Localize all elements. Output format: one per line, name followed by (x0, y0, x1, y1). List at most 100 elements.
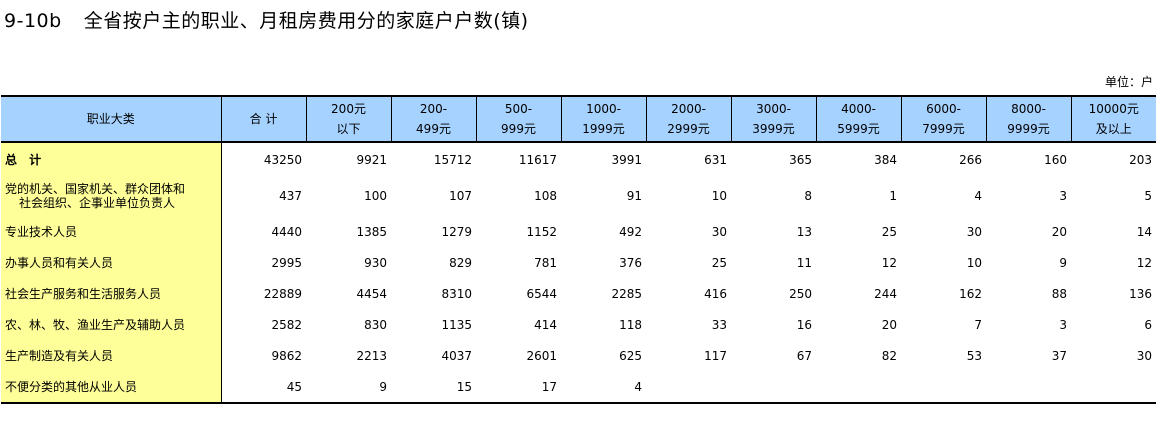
value-cell: 100 (364, 189, 387, 203)
header-label: 2000- (671, 102, 706, 116)
value-cell: 781 (534, 255, 557, 270)
header-label: 合 计 (249, 112, 278, 126)
value-cell: 4 (561, 371, 646, 404)
value-cell: 53 (966, 348, 982, 363)
value-cell: 13 (796, 224, 812, 239)
unit-label: 单位：户 (1104, 75, 1153, 89)
value-cell: 10 (966, 255, 982, 270)
value-cell: 2213 (356, 348, 387, 363)
value-cell: 3 (1059, 317, 1067, 332)
value-cell: 2995 (271, 255, 302, 270)
value-cell: 365 (789, 152, 812, 167)
header-occupation: 职业大类 (1, 95, 221, 143)
table-row: 不便分类的其他从业人员 45 9 15 17 4 (1, 371, 1156, 404)
occupation-cell: 党的机关、国家机关、群众团体和 社会组织、企事业单位负责人 (1, 176, 222, 216)
table-row: 生产制造及有关人员 9862 2213 4037 2601 625 117 67 82 53 37 3… (1, 340, 1156, 371)
header-column: 合 计 (220, 95, 306, 143)
value-cell: 2582 (271, 317, 302, 332)
value-cell: 12 (1136, 255, 1152, 270)
table-row: 农、林、牧、渔业生产及辅助人员 2582 830 1135 414 118 33 16 20 7 3… (1, 309, 1156, 340)
header-label: 6000- (926, 102, 961, 116)
occupation-cell: 专业技术人员 (1, 216, 222, 247)
value-cell: 25 (881, 224, 897, 239)
value-cell: 384 (874, 152, 897, 167)
header-label: 499元 (416, 122, 451, 136)
value-cell: 107 (449, 189, 472, 203)
occupation-label: 社会生产服务和生活服务人员 (5, 286, 162, 301)
header-label: 8000- (1011, 102, 1046, 116)
value-cell: 266 (959, 152, 982, 167)
occupation-label: 办事人员和有关人员 (5, 255, 114, 270)
value-cell: 162 (959, 286, 982, 301)
value-cell: 9 (306, 371, 391, 404)
value-cell: 4454 (356, 286, 387, 301)
value-cell: 33 (711, 317, 727, 332)
value-cell: 117 (704, 348, 727, 363)
table-body: 总 计 43250 9921 15712 11617 3991 631 365 384 266 16… (1, 142, 1156, 404)
occupation-label: 不便分类的其他从业人员 (5, 379, 138, 394)
table-code: 9-10b (4, 10, 62, 32)
header-label: 200元 (331, 102, 366, 116)
header-label: 500- (504, 102, 533, 116)
occupation-cell: 不便分类的其他从业人员 (1, 371, 222, 404)
value-cell: 1385 (356, 224, 387, 239)
header-column: 6000- 7999元 (900, 95, 986, 143)
occupation-cell: 生产制造及有关人员 (1, 340, 222, 371)
value-cell: 830 (364, 317, 387, 332)
value-cell: 30 (711, 224, 727, 239)
value-cell: 414 (534, 317, 557, 332)
value-cell: 12 (881, 255, 897, 270)
value-cell: 4037 (441, 348, 472, 363)
header-label: 999元 (501, 122, 536, 136)
header-column: 2000- 2999元 (645, 95, 731, 143)
header-label: 职业大类 (86, 112, 135, 126)
header-label: 1999元 (582, 122, 625, 136)
value-cell: 91 (626, 189, 642, 203)
value-cell (731, 371, 816, 404)
value-cell (1071, 371, 1156, 404)
value-cell: 8 (804, 189, 812, 203)
value-cell: 108 (534, 189, 557, 203)
occupation-cell: 总 计 (1, 142, 222, 176)
value-cell: 136 (1129, 286, 1152, 301)
occupation-label: 生产制造及有关人员 (5, 348, 114, 363)
value-cell: 625 (619, 348, 642, 363)
value-cell: 1135 (441, 317, 472, 332)
header-label: 3999元 (752, 122, 795, 136)
value-cell: 67 (796, 348, 812, 363)
value-cell: 1279 (441, 224, 472, 239)
value-cell: 30 (966, 224, 982, 239)
value-cell: 20 (1051, 224, 1067, 239)
occupation-label: 党的机关、国家机关、群众团体和 (5, 182, 186, 196)
occupation-label: 农、林、牧、渔业生产及辅助人员 (5, 317, 186, 332)
value-cell: 9 (1059, 255, 1067, 270)
header-label: 3000- (756, 102, 791, 116)
header-column: 1000- 1999元 (560, 95, 646, 143)
header-column: 200- 499元 (390, 95, 476, 143)
value-cell: 17 (476, 371, 561, 404)
occupation-cell: 社会生产服务和生活服务人员 (1, 278, 222, 309)
value-cell: 30 (1136, 348, 1152, 363)
header-label: 200- (419, 102, 448, 116)
value-cell: 11 (796, 255, 812, 270)
value-cell: 10 (711, 189, 727, 203)
value-cell (816, 371, 901, 404)
value-cell: 829 (449, 255, 472, 270)
value-cell: 244 (874, 286, 897, 301)
value-cell: 8310 (441, 286, 472, 301)
header-row: 职业大类 合 计 200元 以下 200- 499元 500- 999元 1000- 1999元 2… (1, 95, 1156, 143)
value-cell: 118 (619, 317, 642, 332)
value-cell (646, 371, 731, 404)
occupation-label: 总 计 (5, 152, 46, 167)
value-cell: 2285 (611, 286, 642, 301)
occupation-label: 社会组织、企事业单位负责人 (19, 196, 176, 210)
value-cell: 14 (1136, 224, 1152, 239)
value-cell: 930 (364, 255, 387, 270)
value-cell: 437 (279, 189, 302, 203)
header-column: 8000- 9999元 (985, 95, 1071, 143)
value-cell: 20 (881, 317, 897, 332)
table-row: 党的机关、国家机关、群众团体和 社会组织、企事业单位负责人 437 100 107 108… (1, 176, 1156, 216)
table-title-text: 全省按户主的职业、月租房费用分的家庭户户数(镇) (83, 10, 529, 32)
header-label: 1000- (586, 102, 621, 116)
header-label: 2999元 (667, 122, 710, 136)
